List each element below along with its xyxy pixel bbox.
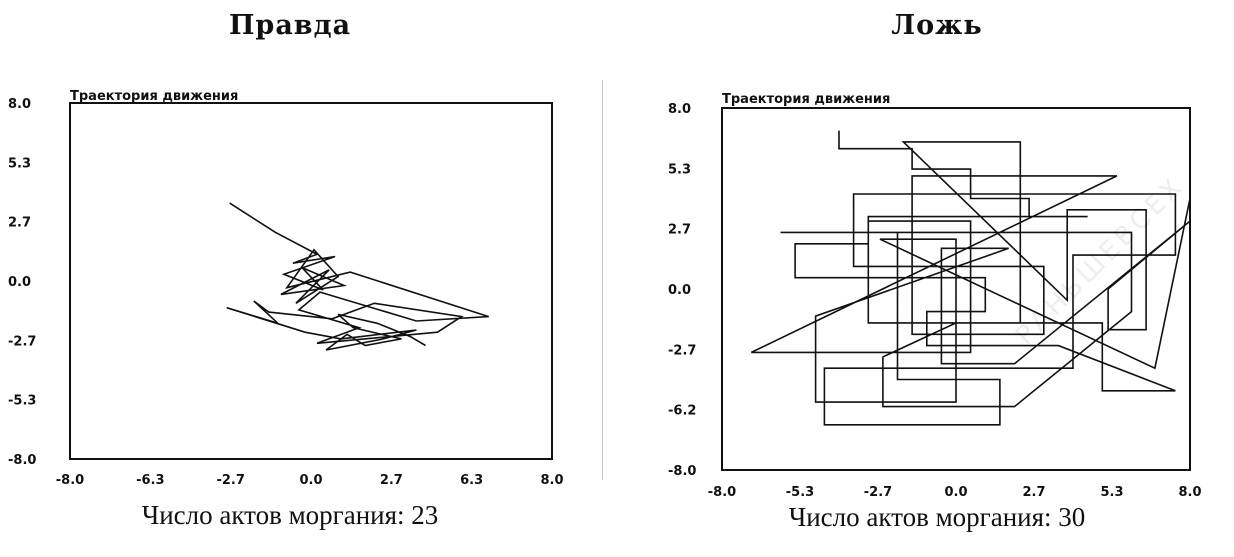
trajectory-line — [226, 202, 489, 351]
y-tick-label: -8.0 — [668, 464, 696, 479]
plot-frame — [69, 102, 553, 460]
trajectory-line — [750, 130, 1190, 426]
y-tick-label: -8.0 — [8, 453, 36, 468]
y-tick-label: 8.0 — [8, 97, 31, 112]
chart-panel-truth: Правда Траектория движения -8.0 -6.3 -2.7 0.… — [0, 0, 580, 557]
x-tick-label: 2.7 — [380, 473, 403, 488]
x-tick-label: 0.0 — [299, 473, 322, 488]
y-tick-label: -6.2 — [668, 404, 696, 419]
y-tick-label: 0.0 — [668, 283, 691, 298]
x-tick-label: -2.7 — [864, 485, 892, 500]
y-tick-label: 0.0 — [8, 275, 31, 290]
panel-divider — [602, 80, 603, 480]
y-tick-label: 2.7 — [8, 216, 31, 231]
y-tick-label: -5.3 — [8, 394, 36, 409]
x-tick-label: -6.3 — [136, 473, 164, 488]
x-tick-label: 5.3 — [1100, 485, 1123, 500]
x-tick-label: 8.0 — [540, 473, 563, 488]
blink-count-caption: Число актов моргания: 23 — [141, 500, 439, 530]
y-tick-label: 8.0 — [668, 102, 691, 117]
chart-heading: Ложь — [891, 10, 983, 41]
x-tick-label: -8.0 — [56, 473, 84, 488]
trajectory-chart-lie: Траектория движения -8.0 -5.3 -2.7 0.0 2.7 5.3… — [668, 92, 1202, 500]
y-tick-label: 2.7 — [668, 223, 691, 238]
y-tick-label: -2.7 — [8, 334, 36, 349]
y-tick-label: -2.7 — [668, 343, 696, 358]
x-tick-label: 2.7 — [1022, 485, 1045, 500]
plot-title: Траектория движения — [722, 92, 890, 107]
y-tick-label: 5.3 — [668, 162, 691, 177]
trajectory-chart-truth: Траектория движения -8.0 -6.3 -2.7 0.0 2.7 6.3… — [8, 89, 564, 488]
x-tick-label: 8.0 — [1178, 485, 1201, 500]
y-tick-label: 5.3 — [8, 156, 31, 171]
blink-count-caption: Число актов моргания: 30 — [788, 502, 1086, 532]
chart-heading: Правда — [228, 10, 352, 41]
chart-panel-lie: Ложь Траектория движения -8.0 -5.3 -2.7 0.0 2… — [640, 0, 1234, 557]
x-tick-label: -8.0 — [708, 485, 736, 500]
x-tick-label: -2.7 — [216, 473, 244, 488]
plot-frame — [721, 107, 1191, 471]
x-tick-label: 0.0 — [944, 485, 967, 500]
x-tick-label: -5.3 — [786, 485, 814, 500]
x-tick-label: 6.3 — [460, 473, 483, 488]
plot-title: Траектория движения — [70, 89, 238, 104]
